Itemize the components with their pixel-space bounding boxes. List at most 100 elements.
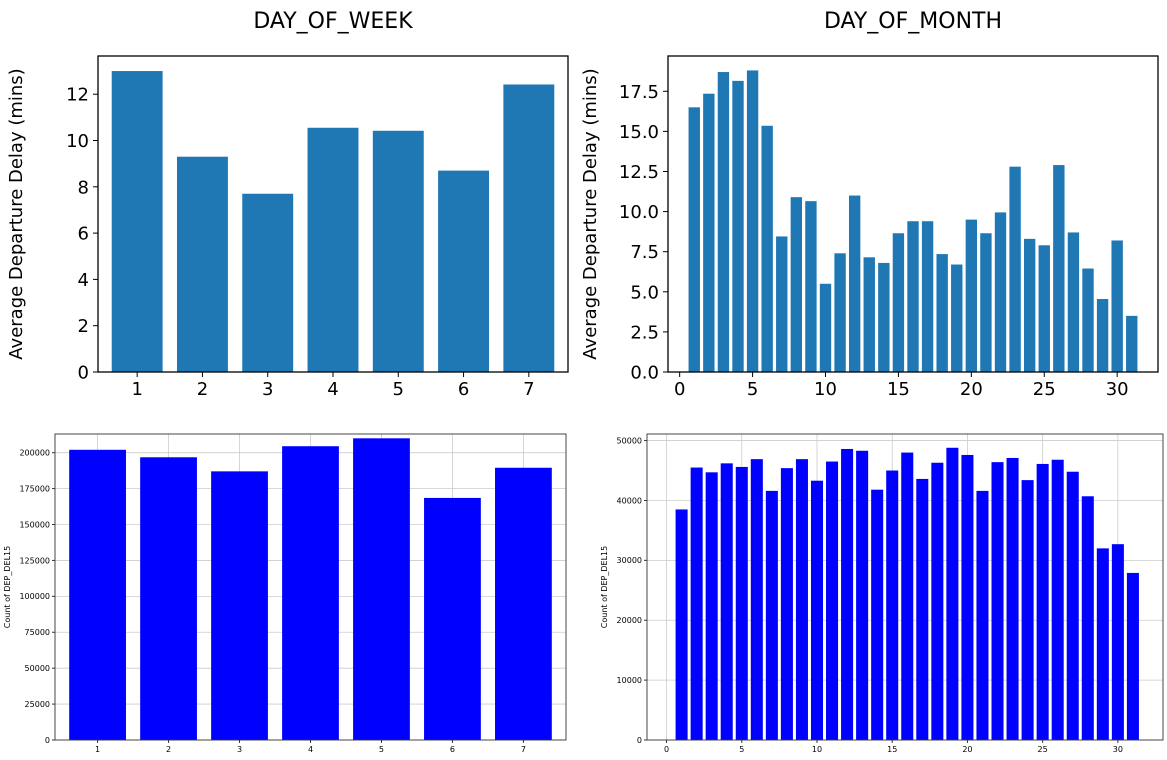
bar-17 [921,221,934,372]
bar-27 [1067,232,1080,372]
bar-5 [372,130,424,372]
bar-21 [976,490,989,740]
bar-12 [848,195,861,372]
y-tick-label: 0 [78,362,89,383]
bar-19 [946,447,959,740]
bar-22 [994,212,1007,372]
x-tick-label: 2 [166,745,171,754]
y-tick-label: 2 [78,316,89,337]
x-tick-label: 15 [887,379,910,400]
bar-5 [735,466,748,740]
bar-18 [936,254,948,372]
bar-3 [717,72,730,372]
bar-4 [282,446,339,740]
y-axis-label: Average Departure Delay (mins) [580,68,601,359]
bar-15 [892,233,905,372]
bar-20 [961,454,974,740]
bar-6 [438,170,490,372]
y-tick-label: 0 [637,736,642,745]
bar-25 [1038,245,1050,372]
bar-31 [1126,572,1139,740]
y-tick-label: 0 [45,736,50,745]
y-tick-label: 10000 [617,676,642,685]
bar-14 [878,262,890,372]
x-tick-label: 7 [521,745,526,754]
x-tick-label: 15 [887,745,897,754]
y-tick-label: 15.0 [619,122,659,143]
y-tick-label: 12.5 [619,162,659,183]
bar-9 [795,459,808,740]
bar-30 [1111,240,1123,372]
y-tick-label: 200000 [19,449,50,458]
x-tick-label: 30 [1106,379,1129,400]
y-tick-label: 7.5 [630,242,659,263]
bar-2 [140,457,197,740]
bar-16 [901,452,914,740]
bar-1 [69,449,126,740]
bar-14 [871,489,884,740]
bar-13 [863,257,875,372]
y-tick-label: 10.0 [619,202,659,223]
x-tick-label: 10 [812,745,822,754]
x-tick-label: 25 [1033,379,1056,400]
bar-2 [690,467,703,740]
bar-7 [776,236,788,372]
x-tick-label: 5 [747,379,758,400]
bar-21 [980,233,992,372]
y-tick-label: 75000 [25,628,50,637]
x-tick-label: 5 [379,745,384,754]
chart-3: 0 25000 50000 75000 100000 125000 150000 175000… [3,433,567,754]
y-tick-label: 10 [66,131,89,152]
x-tick-label: 4 [308,745,313,754]
y-tick-label: 20000 [617,616,642,625]
plot-frame [667,55,1159,373]
bar-19 [951,264,963,372]
x-tick-label: 20 [962,745,972,754]
x-tick-label: 5 [393,379,404,400]
bar-13 [856,450,869,740]
bar-4 [732,80,744,372]
bar-9 [805,201,817,372]
x-tick-label: 6 [450,745,455,754]
bar-22 [991,462,1004,740]
bar-28 [1081,496,1094,740]
bar-24 [1021,480,1034,740]
x-tick-label: 10 [814,379,837,400]
y-tick-label: 30000 [617,556,642,565]
bar-18 [931,462,944,740]
bar-6 [424,497,481,740]
bar-26 [1053,165,1065,372]
bar-11 [826,461,839,740]
bar-15 [886,470,899,740]
y-axis-label: Count of DEP_DEL15 [600,546,609,628]
y-tick-label: 50000 [617,436,642,445]
x-tick-label: 4 [327,379,338,400]
bar-26 [1051,459,1064,740]
chart-2: 0.0 2.5 5.0 7.5 10.0 12.5 15.0 17.5 0 5 10 15 20 25 30… [580,9,1159,400]
x-tick-label: 5 [739,745,744,754]
bar-12 [841,448,854,740]
x-tick-label: 7 [523,379,534,400]
bar-16 [907,221,919,372]
y-tick-label: 5.0 [630,282,659,303]
x-tick-label: 1 [131,379,142,400]
x-tick-label: 6 [458,379,469,400]
bar-5 [353,438,410,740]
y-tick-label: 0.0 [630,362,659,383]
bar-10 [819,283,832,372]
bar-1 [111,71,163,373]
y-tick-label: 100000 [19,592,50,601]
bar-31 [1126,315,1138,372]
bar-1 [675,509,688,740]
bar-4 [720,463,733,740]
y-tick-label: 17.5 [619,82,659,103]
x-tick-label: 3 [237,745,242,754]
bar-11 [834,253,846,372]
bar-3 [211,471,268,740]
bar-25 [1036,463,1049,740]
x-tick-label: 2 [197,379,208,400]
y-tick-label: 12 [66,85,89,106]
bar-5 [746,70,759,372]
bar-7 [495,467,552,740]
